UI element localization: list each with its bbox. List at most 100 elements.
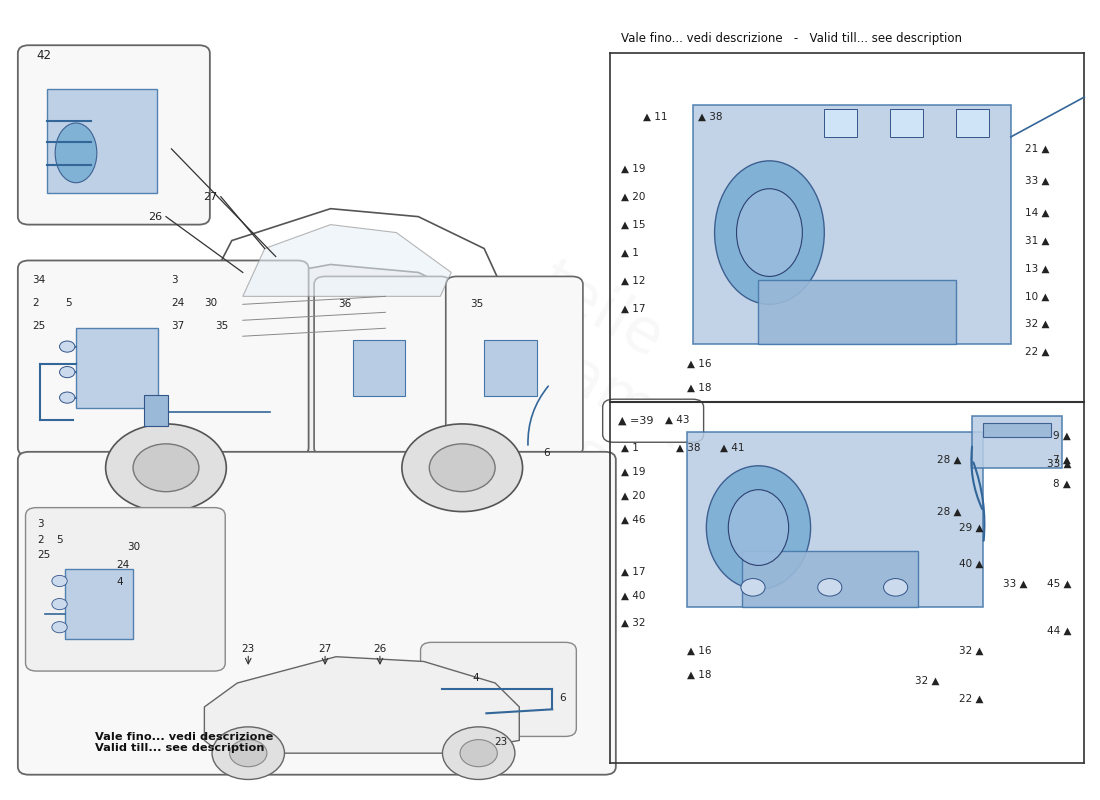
Circle shape — [59, 341, 75, 352]
Text: ▲ 16: ▲ 16 — [688, 646, 712, 656]
Text: ▲ 38: ▲ 38 — [698, 112, 723, 122]
Text: 8 ▲: 8 ▲ — [1054, 478, 1071, 489]
Text: 35: 35 — [470, 298, 483, 309]
Text: ▲ 12: ▲ 12 — [621, 275, 646, 286]
Text: 22 ▲: 22 ▲ — [1025, 347, 1049, 357]
Text: 31 ▲: 31 ▲ — [1025, 235, 1049, 246]
Text: ▲ 40: ▲ 40 — [621, 590, 646, 600]
Text: ▲ 11: ▲ 11 — [644, 112, 668, 122]
Circle shape — [442, 727, 515, 779]
Text: 42: 42 — [36, 49, 52, 62]
Circle shape — [52, 575, 67, 586]
Bar — [76, 328, 158, 408]
Bar — [47, 89, 157, 193]
Text: 33 ▲: 33 ▲ — [1047, 458, 1071, 469]
Text: ▲ 20: ▲ 20 — [621, 490, 646, 501]
Text: 4: 4 — [117, 577, 123, 586]
Circle shape — [52, 622, 67, 633]
FancyBboxPatch shape — [446, 277, 583, 456]
Text: 3: 3 — [37, 518, 44, 529]
Text: 24: 24 — [117, 560, 130, 570]
Text: ▲ 15: ▲ 15 — [621, 220, 646, 230]
FancyBboxPatch shape — [603, 399, 704, 442]
Text: ▲ 1: ▲ 1 — [621, 247, 639, 258]
Circle shape — [106, 424, 227, 512]
Text: 26: 26 — [147, 212, 162, 222]
Text: 25: 25 — [37, 550, 51, 561]
Text: 37: 37 — [172, 321, 185, 331]
Polygon shape — [205, 657, 519, 753]
Text: 7 ▲: 7 ▲ — [1054, 454, 1071, 465]
Ellipse shape — [715, 161, 824, 304]
Text: 23: 23 — [494, 737, 507, 747]
Text: ▲ 17: ▲ 17 — [621, 303, 646, 314]
Bar — [484, 340, 537, 396]
FancyBboxPatch shape — [18, 46, 210, 225]
Circle shape — [59, 392, 75, 403]
FancyBboxPatch shape — [315, 277, 451, 456]
Text: 36: 36 — [338, 298, 352, 309]
Polygon shape — [89, 265, 572, 472]
Text: 27: 27 — [202, 192, 217, 202]
Bar — [742, 551, 917, 607]
Circle shape — [402, 424, 522, 512]
Bar — [693, 105, 1011, 344]
Circle shape — [429, 444, 495, 492]
Circle shape — [741, 578, 766, 596]
Text: 35: 35 — [216, 321, 229, 331]
Circle shape — [212, 727, 285, 779]
Text: 2: 2 — [37, 534, 44, 545]
Text: 29 ▲: 29 ▲ — [959, 522, 983, 533]
Text: ▲ =39: ▲ =39 — [618, 416, 653, 426]
Bar — [956, 109, 989, 137]
Text: ▲ 41: ▲ 41 — [720, 443, 745, 453]
Circle shape — [52, 598, 67, 610]
Circle shape — [460, 740, 497, 766]
Ellipse shape — [706, 466, 811, 590]
Bar — [65, 569, 133, 639]
Text: 28 ▲: 28 ▲ — [937, 506, 961, 517]
FancyBboxPatch shape — [25, 508, 226, 671]
FancyBboxPatch shape — [420, 642, 576, 737]
Text: 40 ▲: 40 ▲ — [959, 558, 983, 569]
Circle shape — [133, 444, 199, 492]
Text: 6: 6 — [559, 694, 565, 703]
Bar — [688, 432, 983, 607]
Text: ▲ 46: ▲ 46 — [621, 514, 646, 525]
Text: 21 ▲: 21 ▲ — [1025, 144, 1049, 154]
Text: ▲ 19: ▲ 19 — [621, 466, 646, 477]
Text: Vale fino... vedi descrizione
Valid till... see description: Vale fino... vedi descrizione Valid till… — [95, 731, 273, 753]
Bar — [824, 109, 857, 137]
Text: 33 ▲: 33 ▲ — [1025, 176, 1049, 186]
Circle shape — [883, 578, 908, 596]
Text: ▲ 20: ▲ 20 — [621, 192, 646, 202]
Text: 45 ▲: 45 ▲ — [1047, 578, 1071, 588]
Text: 9 ▲: 9 ▲ — [1054, 431, 1071, 441]
Text: 32 ▲: 32 ▲ — [915, 676, 939, 686]
Text: 24: 24 — [172, 298, 185, 308]
Text: 33 ▲: 33 ▲ — [1003, 578, 1027, 588]
FancyBboxPatch shape — [18, 261, 309, 456]
Text: 2: 2 — [32, 298, 39, 308]
Text: 32 ▲: 32 ▲ — [959, 646, 983, 656]
Text: 25: 25 — [32, 321, 45, 331]
Text: Vale fino... vedi descrizione   -   Valid till... see description: Vale fino... vedi descrizione - Valid ti… — [621, 32, 962, 46]
Text: 26: 26 — [373, 644, 386, 654]
Text: 13 ▲: 13 ▲ — [1025, 263, 1049, 274]
Polygon shape — [243, 225, 451, 296]
Text: 28 ▲: 28 ▲ — [937, 454, 961, 465]
Text: 32 ▲: 32 ▲ — [1025, 319, 1049, 330]
Text: 4: 4 — [472, 673, 478, 682]
Text: 30: 30 — [205, 298, 218, 308]
Text: 3: 3 — [172, 275, 178, 286]
Text: 5: 5 — [56, 534, 63, 545]
Text: ▲ 19: ▲ 19 — [621, 164, 646, 174]
Text: 22 ▲: 22 ▲ — [959, 694, 983, 704]
Circle shape — [59, 366, 75, 378]
Text: ▲ 43: ▲ 43 — [666, 415, 690, 425]
Text: 27: 27 — [318, 644, 332, 654]
Ellipse shape — [728, 490, 789, 566]
Bar — [890, 109, 923, 137]
Text: ▲ 38: ▲ 38 — [676, 443, 701, 453]
Text: 14 ▲: 14 ▲ — [1025, 208, 1049, 218]
